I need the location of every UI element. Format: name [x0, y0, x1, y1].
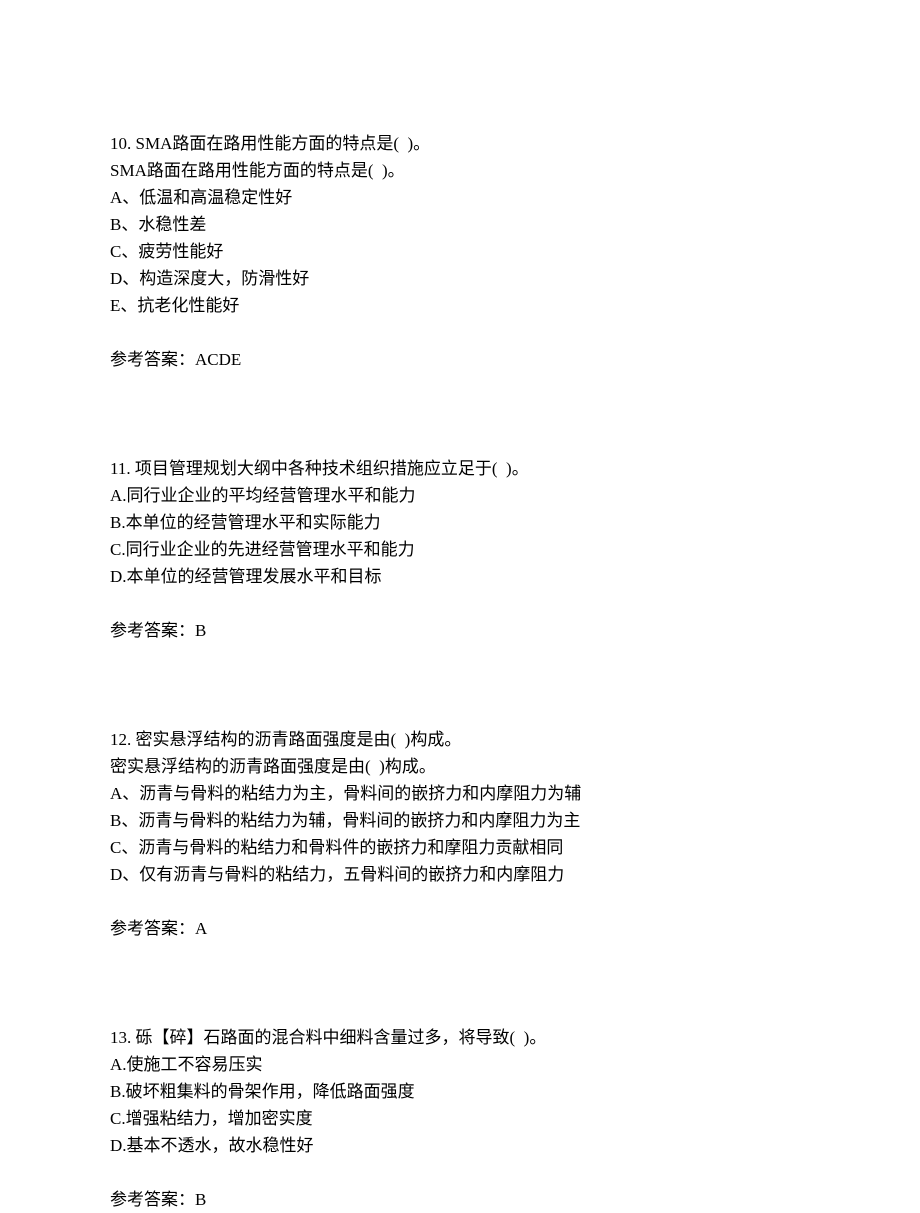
option-d: D.基本不透水，故水稳性好 — [110, 1132, 810, 1159]
answer-line: 参考答案：ACDE — [110, 346, 810, 373]
answer-line: 参考答案：A — [110, 915, 810, 942]
option-c: C、疲劳性能好 — [110, 238, 810, 265]
option-e: E、抗老化性能好 — [110, 292, 810, 319]
answer-line: 参考答案：B — [110, 1186, 810, 1213]
answer-value: ACDE — [195, 350, 241, 369]
answer-label: 参考答案： — [110, 1190, 195, 1209]
answer-label: 参考答案： — [110, 621, 195, 640]
answer-line: 参考答案：B — [110, 617, 810, 644]
answer-value: A — [195, 919, 207, 938]
question-repeat: 密实悬浮结构的沥青路面强度是由( )构成。 — [110, 753, 810, 780]
question-10: 10. SMA路面在路用性能方面的特点是( )。 SMA路面在路用性能方面的特点… — [110, 130, 810, 373]
question-13: 13. 砾【碎】石路面的混合料中细料含量过多，将导致( )。 A.使施工不容易压… — [110, 1024, 810, 1213]
question-stem: 11. 项目管理规划大纲中各种技术组织措施应立足于( )。 — [110, 455, 810, 482]
option-a: A.同行业企业的平均经营管理水平和能力 — [110, 482, 810, 509]
option-c: C、沥青与骨料的粘结力和骨料件的嵌挤力和摩阻力贡献相同 — [110, 834, 810, 861]
option-c: C.增强粘结力，增加密实度 — [110, 1105, 810, 1132]
option-a: A.使施工不容易压实 — [110, 1051, 810, 1078]
question-12: 12. 密实悬浮结构的沥青路面强度是由( )构成。 密实悬浮结构的沥青路面强度是… — [110, 726, 810, 942]
question-stem: 13. 砾【碎】石路面的混合料中细料含量过多，将导致( )。 — [110, 1024, 810, 1051]
option-a: A、低温和高温稳定性好 — [110, 184, 810, 211]
question-11: 11. 项目管理规划大纲中各种技术组织措施应立足于( )。 A.同行业企业的平均… — [110, 455, 810, 644]
answer-value: B — [195, 1190, 206, 1209]
option-d: D、构造深度大，防滑性好 — [110, 265, 810, 292]
option-b: B.破坏粗集料的骨架作用，降低路面强度 — [110, 1078, 810, 1105]
answer-value: B — [195, 621, 206, 640]
question-stem: 10. SMA路面在路用性能方面的特点是( )。 — [110, 130, 810, 157]
option-c: C.同行业企业的先进经营管理水平和能力 — [110, 536, 810, 563]
question-repeat: SMA路面在路用性能方面的特点是( )。 — [110, 157, 810, 184]
answer-label: 参考答案： — [110, 350, 195, 369]
question-stem: 12. 密实悬浮结构的沥青路面强度是由( )构成。 — [110, 726, 810, 753]
option-b: B、沥青与骨料的粘结力为辅，骨料间的嵌挤力和内摩阻力为主 — [110, 807, 810, 834]
option-d: D、仅有沥青与骨料的粘结力，五骨料间的嵌挤力和内摩阻力 — [110, 861, 810, 888]
option-d: D.本单位的经营管理发展水平和目标 — [110, 563, 810, 590]
answer-label: 参考答案： — [110, 919, 195, 938]
option-b: B.本单位的经营管理水平和实际能力 — [110, 509, 810, 536]
option-a: A、沥青与骨料的粘结力为主，骨料间的嵌挤力和内摩阻力为辅 — [110, 780, 810, 807]
option-b: B、水稳性差 — [110, 211, 810, 238]
